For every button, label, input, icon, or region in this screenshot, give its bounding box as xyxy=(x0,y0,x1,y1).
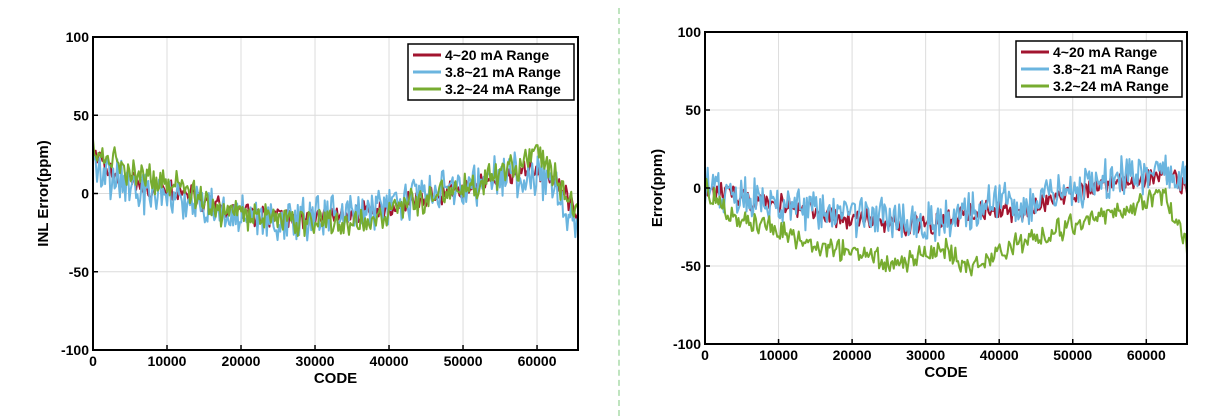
y-axis-label: Error(ppm) xyxy=(649,149,666,227)
x-tick-label: 0 xyxy=(701,347,709,363)
series-line-3 xyxy=(705,177,1187,277)
chart-right: 0 10000 20000 30000 40000 50000 60000 -100 -50 0 5… xyxy=(649,24,1188,381)
y-tick-label: -100 xyxy=(673,336,701,352)
x-tick-label: 10000 xyxy=(148,353,187,369)
y-tick-label: 100 xyxy=(66,29,90,45)
x-tick-label: 50000 xyxy=(444,353,483,369)
x-axis-label: CODE xyxy=(314,370,357,387)
x-tick-label: 50000 xyxy=(1053,347,1092,363)
legend-entry-1: 4~20 mA Range xyxy=(445,47,549,63)
y-tick-label: 50 xyxy=(73,107,89,123)
y-tick-label: 0 xyxy=(81,186,89,202)
series-line-3 xyxy=(93,139,578,238)
x-tick-label: 20000 xyxy=(833,347,872,363)
x-tick-label: 30000 xyxy=(906,347,945,363)
y-tick-label: -50 xyxy=(69,264,89,280)
x-tick-label: 60000 xyxy=(1127,347,1166,363)
legend-entry-2: 3.8~21 mA Range xyxy=(1053,61,1169,77)
x-tick-label: 20000 xyxy=(222,353,261,369)
y-tick-label: 100 xyxy=(678,24,702,40)
series-line-2 xyxy=(705,154,1187,242)
x-axis-label: CODE xyxy=(924,364,967,381)
x-tick-label: 0 xyxy=(89,353,97,369)
legend-entry-3: 3.2~24 mA Range xyxy=(1053,78,1169,94)
legend-entry-3: 3.2~24 mA Range xyxy=(445,81,561,97)
x-tick-label: 40000 xyxy=(980,347,1019,363)
y-tick-label: -100 xyxy=(61,342,89,358)
legend-entry-2: 3.8~21 mA Range xyxy=(445,64,561,80)
x-tick-label: 10000 xyxy=(759,347,798,363)
x-tick-label: 30000 xyxy=(296,353,335,369)
y-tick-label: 50 xyxy=(685,102,701,118)
x-tick-label: 60000 xyxy=(518,353,557,369)
x-tick-label: 40000 xyxy=(370,353,409,369)
y-tick-label: -50 xyxy=(681,258,701,274)
series-line-2 xyxy=(93,151,578,242)
legend-entry-1: 4~20 mA Range xyxy=(1053,44,1157,60)
chart-left: 0 10000 20000 30000 40000 50000 60000 -100 -50 0 5… xyxy=(35,29,579,387)
panel-divider xyxy=(618,8,620,416)
y-axis-label: INL Error(ppm) xyxy=(35,140,52,246)
y-tick-label: 0 xyxy=(693,180,701,196)
